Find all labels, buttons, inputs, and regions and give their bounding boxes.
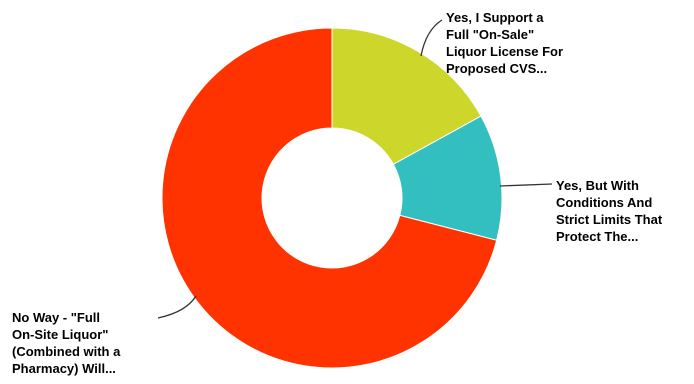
slice-label-2: Yes, But With Conditions And Strict Limits… — [556, 178, 663, 244]
slice-label-1: Yes, I Support a Full "On-Sale" Liquor Lic… — [446, 10, 563, 76]
leader-line-1 — [420, 19, 443, 57]
slice-label-3-line-2: On-Site Liquor" — [12, 327, 108, 342]
donut-slice-1[interactable] — [331, 27, 482, 165]
slice-label-1-line-4: Proposed CVS... — [446, 61, 547, 76]
slice-label-1-line-2: Full "On-Sale" — [446, 27, 534, 42]
slice-label-2-line-3: Strict Limits That — [556, 212, 663, 227]
slice-label-2-line-4: Protect The... — [556, 229, 638, 244]
slice-label-3: No Way - "Full On-Site Liquor" (Combined w… — [12, 310, 121, 376]
slice-label-3-line-1: No Way - "Full — [12, 310, 100, 325]
slice-label-1-line-1: Yes, I Support a — [446, 10, 544, 25]
slice-label-2-line-1: Yes, But With — [556, 178, 639, 193]
slice-label-3-line-3: (Combined with a — [12, 344, 121, 359]
slice-label-2-line-2: Conditions And — [556, 195, 652, 210]
donut-slice-3[interactable] — [161, 27, 498, 369]
leader-line-2 — [499, 183, 553, 187]
slice-label-1-line-3: Liquor License For — [446, 44, 563, 59]
slice-label-3-line-4: Pharmacy) Will... — [12, 361, 116, 376]
leader-line-3 — [157, 295, 197, 319]
